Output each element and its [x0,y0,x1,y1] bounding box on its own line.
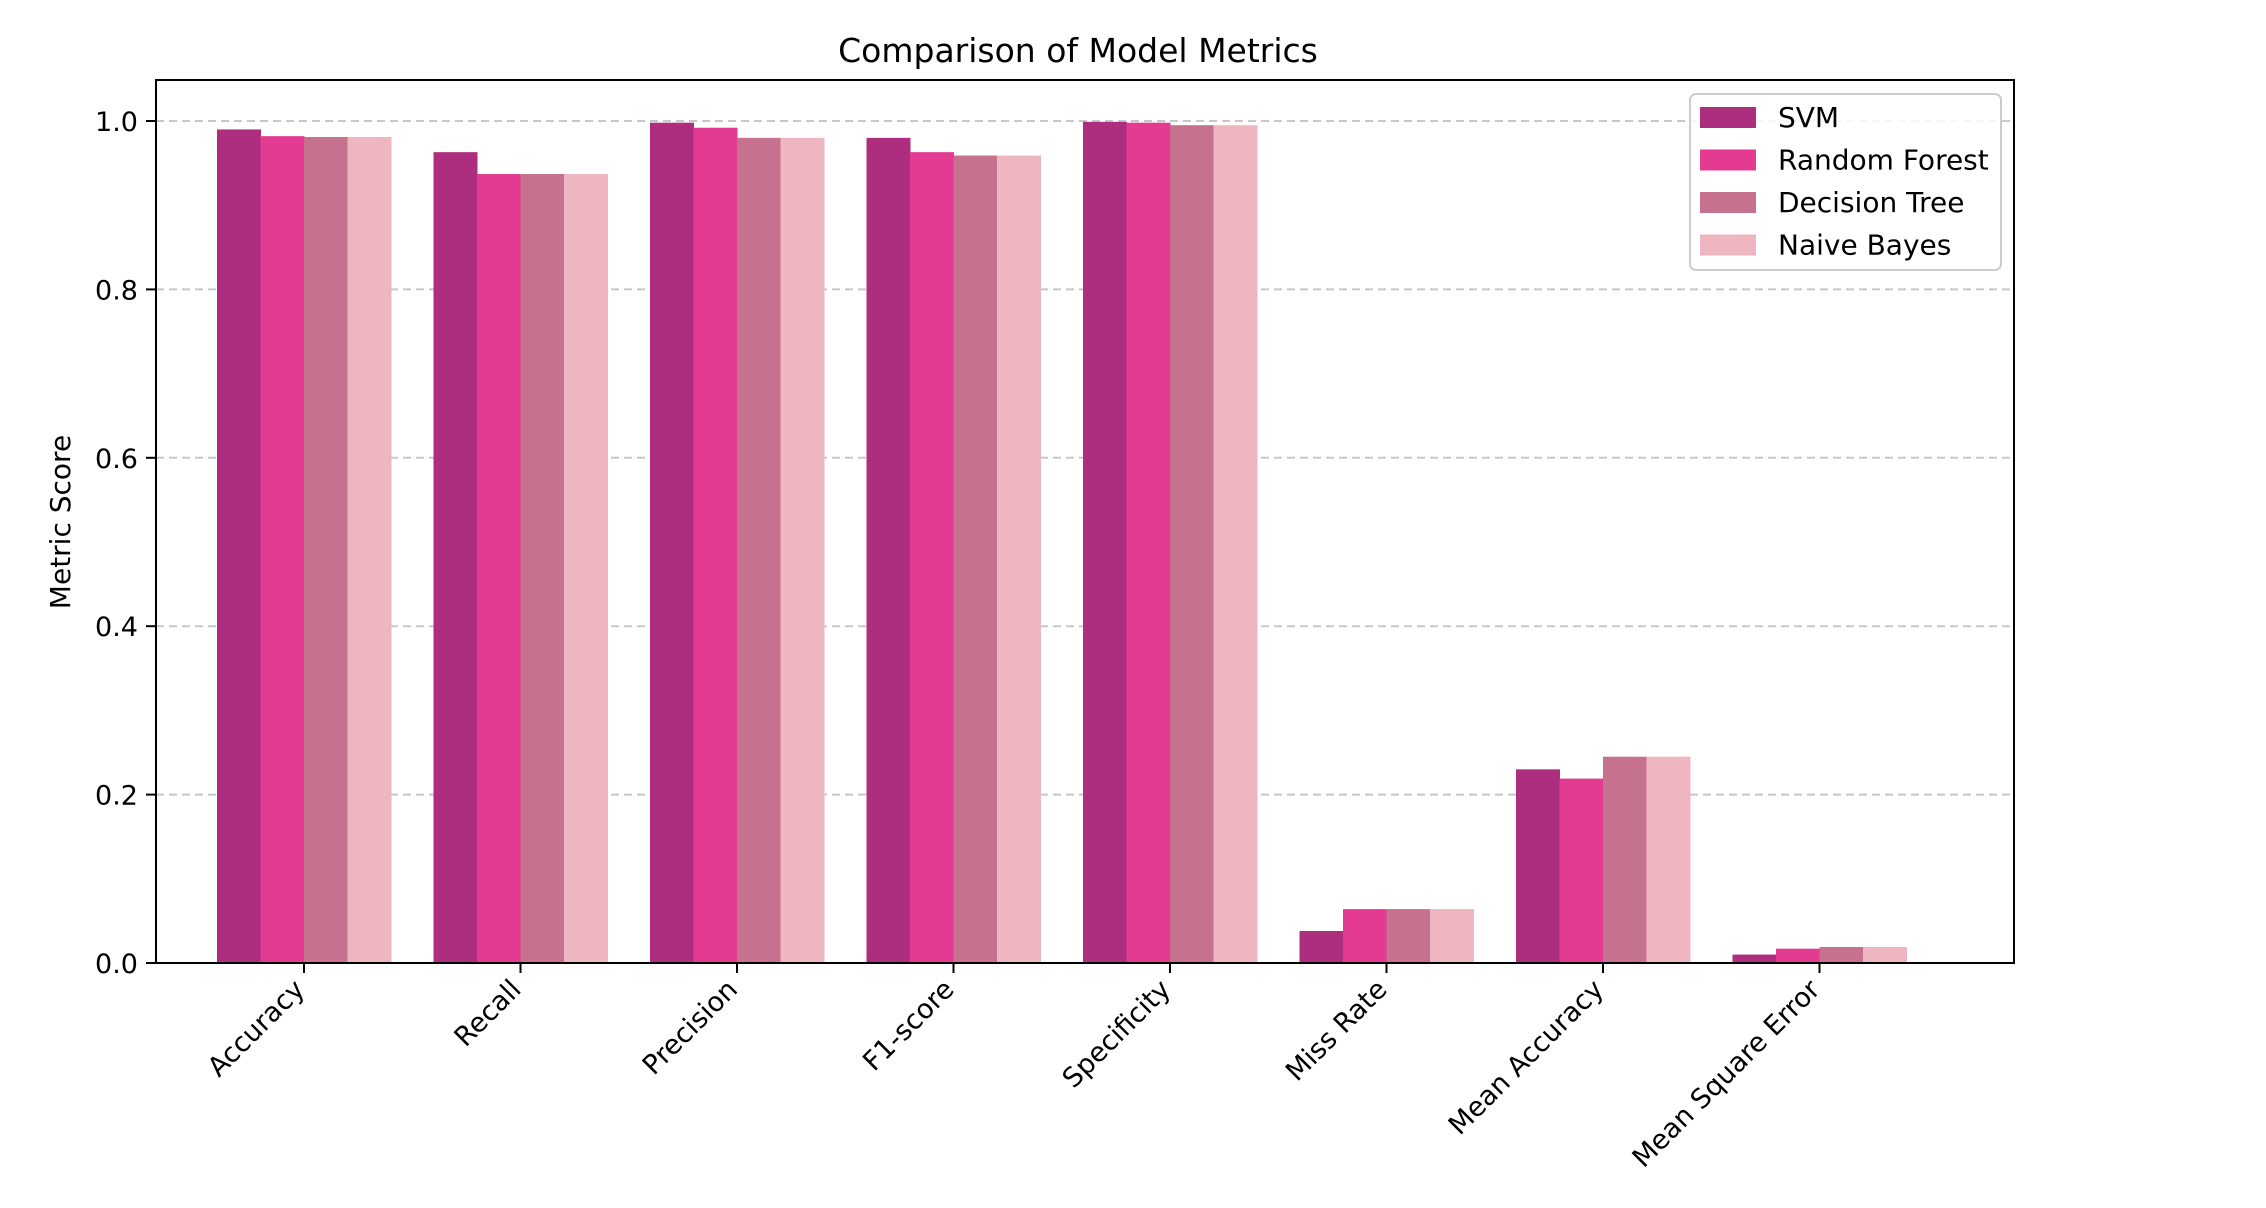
bar-random-forest [260,136,305,963]
legend-label: Naive Bayes [1778,229,1951,262]
bar-random-forest [1776,948,1820,963]
bar-svm [217,129,261,964]
y-tick-label: 1.0 [95,107,138,138]
bar-decision-tree [737,137,781,964]
x-tick-label: Precision [637,974,744,1081]
bar-naive-bayes [1430,909,1474,963]
bar-decision-tree [1170,125,1214,963]
bar-decision-tree [1603,756,1647,963]
x-tick-label: Miss Rate [1280,974,1393,1087]
bar-naive-bayes [564,174,608,963]
bar-svm [1299,931,1344,963]
bar-random-forest [1126,122,1171,963]
plot-area-frame [155,79,2015,964]
bar-svm [1732,954,1777,963]
legend-swatch [1700,149,1756,171]
bar-naive-bayes [997,155,1041,964]
bar-naive-bayes [347,136,392,964]
bar-svm [650,122,694,963]
x-tick-label: F1-score [857,974,960,1077]
bar-random-forest [910,152,954,964]
bar-naive-bayes [780,137,825,964]
x-tick-label: Specificity [1057,974,1177,1094]
legend-swatch [1700,107,1756,128]
y-tick-label: 0.2 [95,781,138,812]
bar-decision-tree [1386,909,1431,963]
bar-naive-bayes [1646,756,1691,963]
bar-decision-tree [304,136,348,964]
bar-svm [866,137,911,964]
legend-label: SVM [1778,101,1839,134]
y-tick-label: 0.6 [95,444,138,475]
bar-svm [1516,769,1560,963]
y-tick-label: 0.4 [95,612,138,643]
legend-swatch [1700,234,1756,256]
legend-swatch [1700,192,1756,213]
bar-random-forest [477,174,521,963]
bar-naive-bayes [1863,947,1907,963]
bar-naive-bayes [1213,125,1258,963]
legend: SVM Random Forest Decision Tree Naive Bayes [1689,93,2002,271]
bar-decision-tree [1819,947,1864,963]
bar-decision-tree [520,174,565,963]
x-tick-label: Mean Accuracy [1443,974,1610,1141]
y-axis-label: Metric Score [44,435,77,609]
x-tick-label: Accuracy [202,974,311,1083]
x-axis: Accuracy Recall Precision F1-score Specifici… [202,963,1827,1174]
x-tick-label: Mean Square Error [1627,973,1827,1173]
x-tick-label: Recall [449,974,528,1053]
legend-label: Random Forest [1778,144,1989,177]
y-axis: 0.0 0.2 0.4 0.6 0.8 1.0 [95,107,156,980]
bar-svm [433,152,478,964]
legend-label: Decision Tree [1778,186,1964,219]
bar-decision-tree [953,155,998,964]
legend-box [1689,93,2002,271]
y-tick-label: 0.0 [95,949,138,980]
bar-svm [1083,121,1127,964]
bar-random-forest [1559,778,1604,963]
bars [217,121,1907,964]
bar-random-forest [693,127,738,963]
chart-title: Comparison of Model Metrics [838,31,1318,70]
y-tick-label: 0.8 [95,275,138,306]
bar-random-forest [1343,909,1387,963]
